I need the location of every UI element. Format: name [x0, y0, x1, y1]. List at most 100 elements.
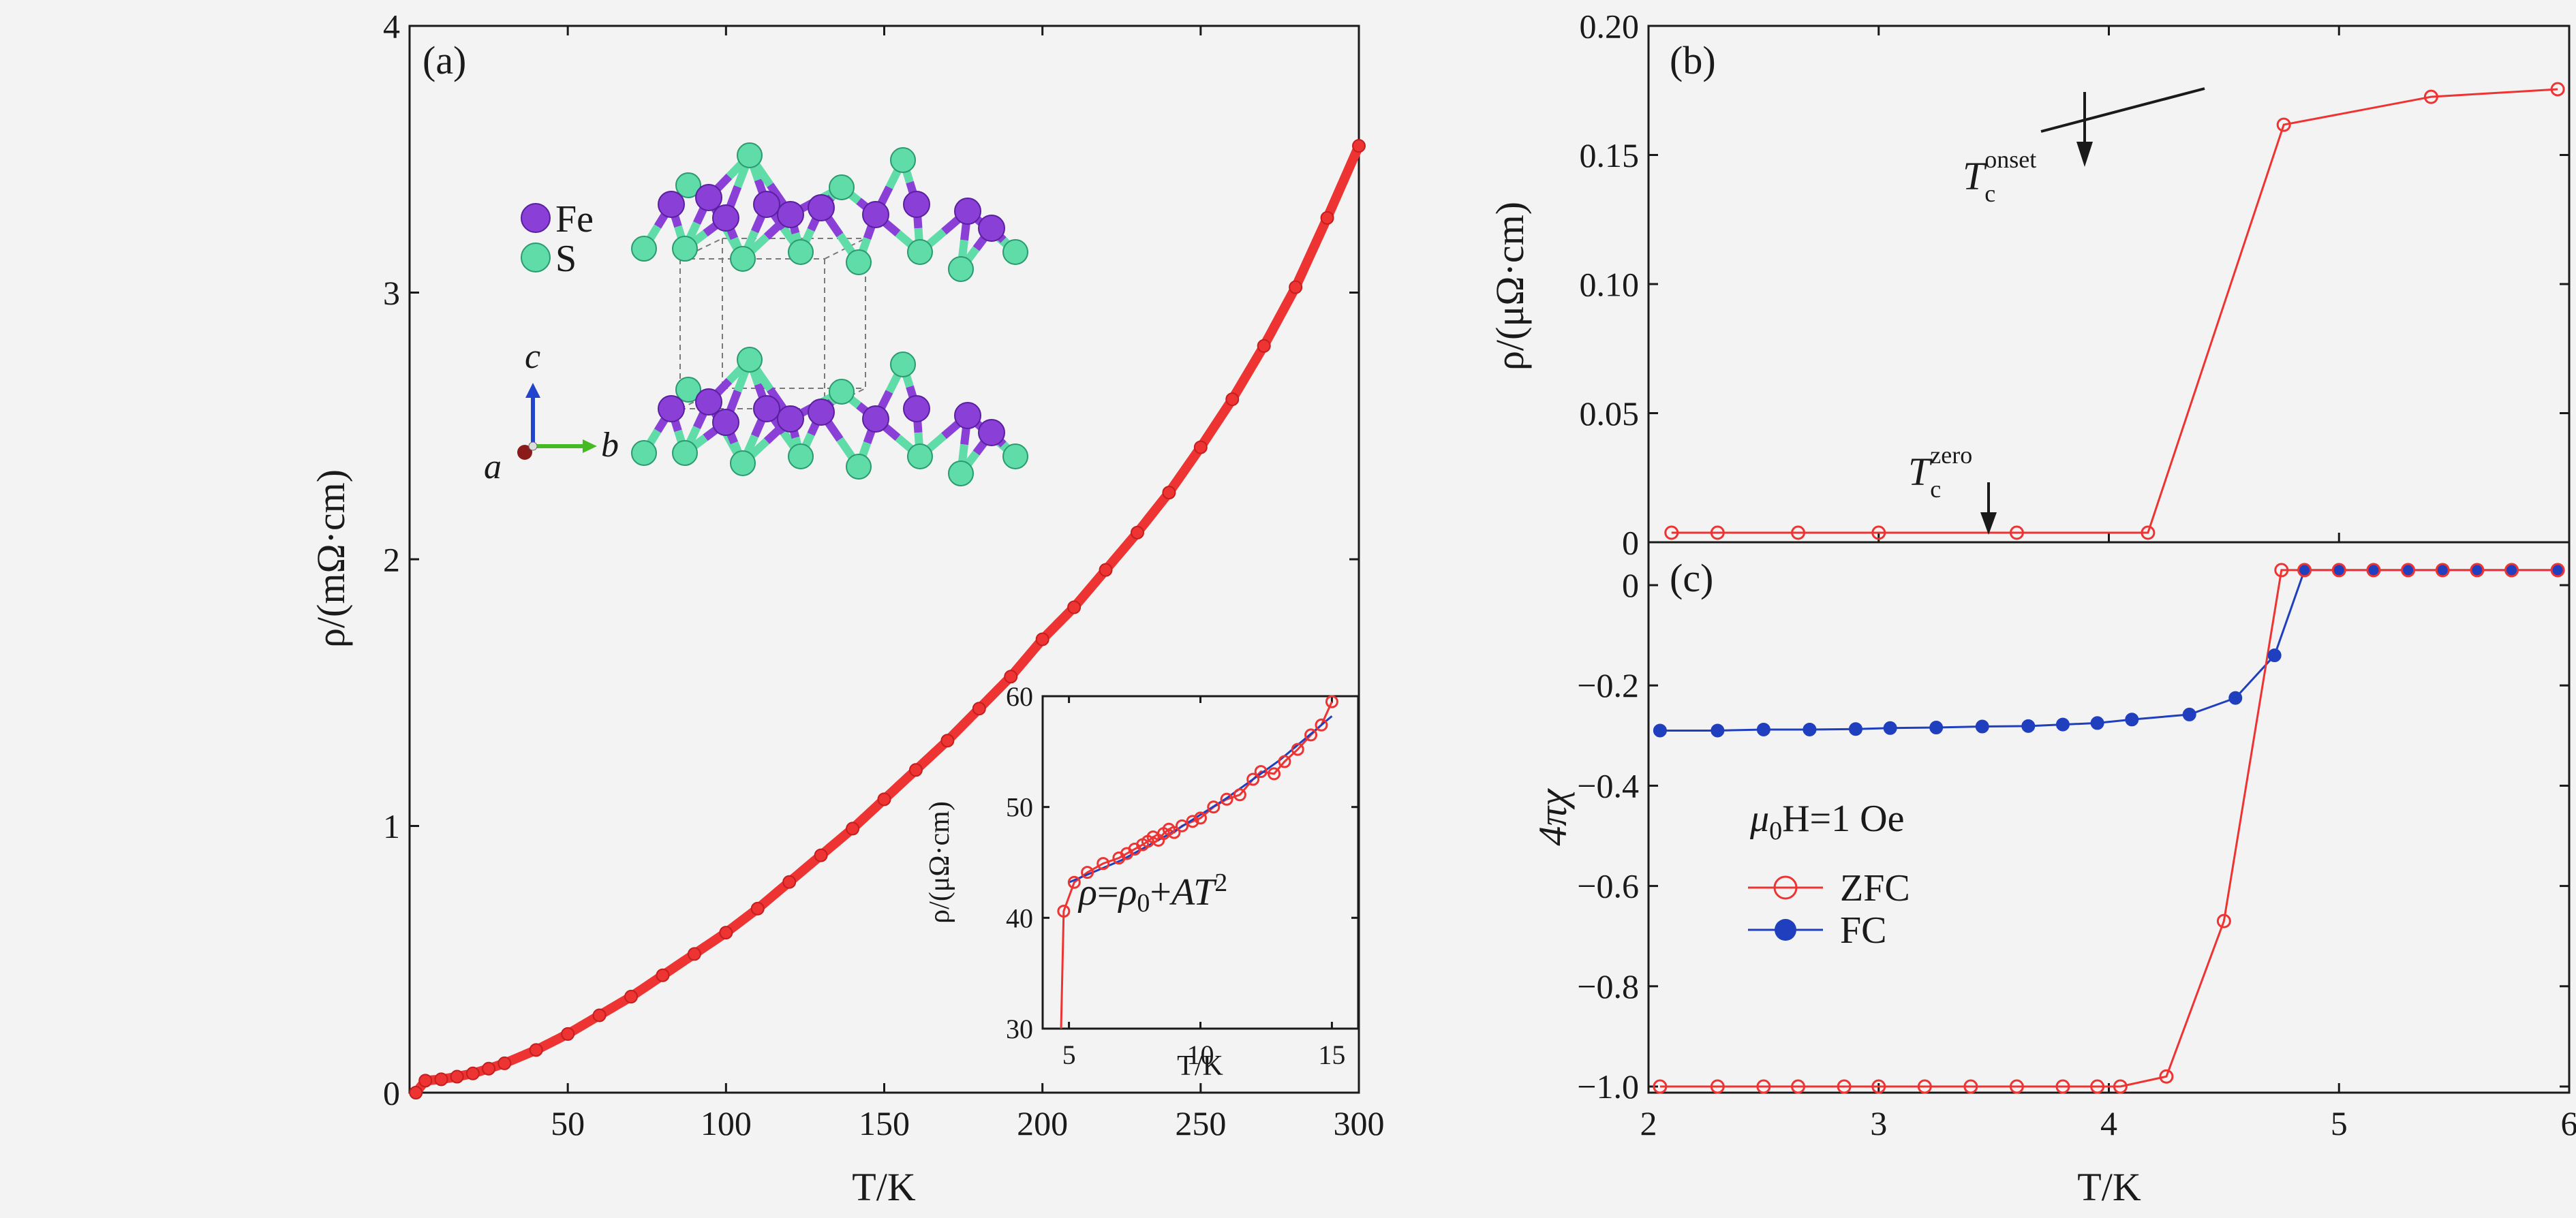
fc-point [2021, 719, 2036, 733]
crystal-structure-illustration [631, 142, 1028, 486]
data-point [434, 1072, 448, 1087]
x-tick-label: 250 [1175, 1104, 1226, 1142]
data-point [656, 968, 670, 982]
y-tick-label: 4 [383, 7, 400, 46]
s-atom [631, 440, 657, 466]
data-point [1035, 632, 1049, 646]
inset-data-point [1233, 788, 1246, 802]
fc-point [1883, 721, 1897, 735]
fc-point [2125, 713, 2139, 727]
fc-point [2228, 691, 2243, 705]
fc-point [1929, 721, 1944, 735]
y-tick-label: 0.20 [1580, 7, 1640, 46]
data-point [529, 1043, 543, 1057]
y-tick-label: 3 [383, 274, 400, 312]
fe-atom [712, 409, 739, 436]
zero-arrow-head [1980, 512, 1997, 535]
zfc-point [2090, 1079, 2105, 1094]
zfc-point [2113, 1079, 2128, 1094]
y-tick-label: −0.4 [1577, 766, 1639, 805]
inset-ticks: 5 10 15 30 40 50 60 [1006, 681, 1358, 1070]
b-axis-arrowhead [583, 439, 597, 453]
data-point [1352, 139, 1366, 153]
x-tick-label: 6 [2561, 1104, 2576, 1142]
x-tick-label: 100 [701, 1104, 752, 1142]
zfc-point [2297, 563, 2312, 578]
data-point [719, 926, 733, 940]
panel-b-data [1664, 82, 2565, 540]
x-tick-label: 4 [2100, 1104, 2117, 1142]
y-tick-label: −0.6 [1577, 867, 1639, 905]
zfc-point [2159, 1069, 2174, 1084]
fe-atom-icon [521, 203, 551, 233]
zfc-point [2550, 563, 2565, 578]
fe-atom [808, 194, 835, 221]
zfc-point [2274, 563, 2289, 578]
data-point [1004, 670, 1018, 684]
fe-atom [777, 201, 804, 228]
c-axis-arrowhead [525, 383, 540, 398]
data-point [409, 1086, 423, 1099]
zfc-point [2009, 1079, 2024, 1094]
fe-atom [954, 402, 981, 429]
data-point [908, 763, 923, 777]
fe-atom [695, 388, 722, 416]
y-tick-label: 0 [383, 1074, 400, 1112]
data-point [1225, 392, 1240, 407]
x-tick-label: 300 [1334, 1104, 1385, 1142]
data-point [1871, 525, 1886, 540]
data-point [1710, 525, 1725, 540]
inset-data-point [1081, 866, 1094, 879]
fe-s-atoms [631, 142, 1028, 486]
inset-data-point [1315, 718, 1328, 732]
fc-point [1653, 723, 1667, 738]
a-axis-dot [517, 445, 532, 460]
data-point [497, 1056, 512, 1070]
inset-data-point [1097, 857, 1110, 871]
x-tick-label: 5 [1062, 1040, 1076, 1070]
fe-atom [777, 405, 804, 433]
zfc-point [1653, 1079, 1668, 1094]
s-atom [788, 443, 814, 469]
y-tick-label: 50 [1006, 792, 1033, 823]
zfc-point [1871, 1079, 1886, 1094]
s-atom [1002, 443, 1028, 469]
c-axis-label: c [525, 337, 540, 376]
zfc-point [1963, 1079, 1978, 1094]
legend: ZFC FC [1748, 867, 1910, 952]
data-point [450, 1069, 464, 1084]
s-atom [890, 147, 916, 173]
y-tick-label: 40 [1006, 903, 1033, 933]
panel-a-label: (a) [423, 38, 466, 82]
panel-a-inset: 5 10 15 30 40 50 60 ρ/(μΩ·cm) T/K ρ=ρ0+AT2 [924, 681, 1360, 1082]
fc-point [1848, 722, 1862, 736]
inset-data-point [1278, 755, 1291, 768]
crystal-axes-triad: c a b [484, 337, 619, 486]
s-atom [672, 440, 698, 466]
s-atom [737, 347, 763, 373]
s-atom [907, 239, 933, 265]
data-point [940, 734, 955, 748]
data-point [561, 1027, 575, 1041]
x-tick-label: 2 [1640, 1104, 1657, 1142]
zfc-point [2216, 914, 2231, 928]
fe-atom [862, 405, 889, 433]
s-atom [846, 249, 872, 275]
s-atom-icon [521, 243, 551, 272]
y-tick-label: 60 [1006, 681, 1033, 712]
panel-a: 50 100 150 200 250 300 0 1 2 3 4 (a) T/K ρ/(mΩ·cm) [309, 7, 1385, 1210]
panel-c-label: (c) [1670, 556, 1713, 600]
inset-data-point [1291, 743, 1304, 756]
zfc-point [2331, 563, 2346, 578]
inset-x-title: T/K [1177, 1050, 1223, 1082]
x-tick-label: 150 [859, 1104, 910, 1142]
inset-data-point [1186, 815, 1199, 828]
s-atom [730, 246, 756, 272]
y-tick-label: −0.2 [1577, 666, 1639, 704]
fe-atom [903, 395, 930, 422]
s-atom [829, 379, 855, 405]
y-tick-label: −0.8 [1577, 967, 1639, 1005]
b-axis-label: b [601, 426, 619, 465]
data-point [687, 947, 701, 961]
